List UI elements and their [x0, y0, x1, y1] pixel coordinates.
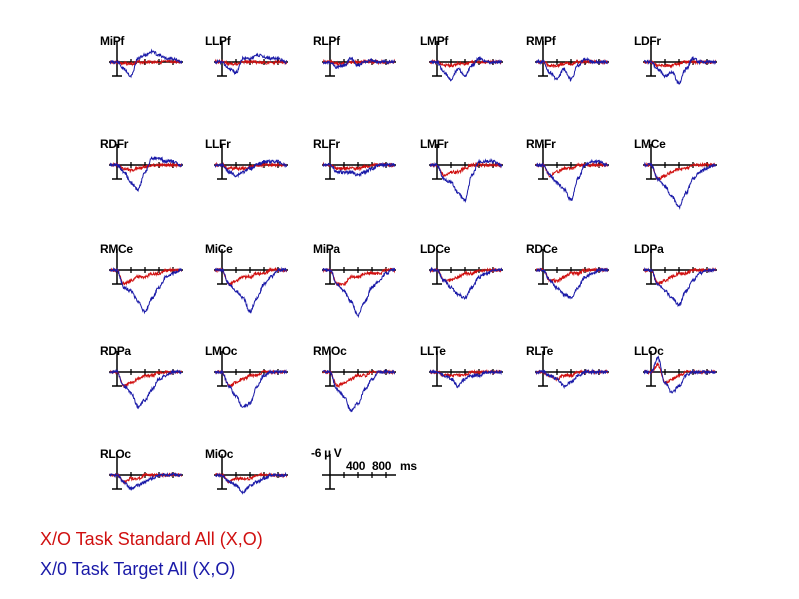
panel-label: RMPf — [526, 34, 557, 48]
panel-lloc: LLOc — [634, 344, 717, 394]
panel-label: LDPa — [634, 242, 664, 256]
target-waveform — [322, 267, 396, 319]
target-waveform — [214, 52, 288, 76]
panel-lmfr: LMFr — [420, 137, 503, 204]
panel-llfr: LLFr — [205, 137, 288, 180]
target-waveform — [109, 266, 183, 315]
panel-label: RLTe — [526, 344, 554, 358]
panel-label: LMPf — [420, 34, 449, 48]
target-waveform — [643, 355, 717, 394]
target-waveform — [429, 55, 503, 82]
panel-label: LLPf — [205, 34, 232, 48]
panel-mipf: MiPf — [100, 34, 183, 79]
scale-tick-800: 800 — [372, 459, 392, 473]
standard-waveform — [429, 161, 503, 178]
target-waveform — [214, 368, 288, 408]
legend-target: X/0 Task Target All (X,O) — [40, 559, 236, 579]
panel-label: MiPa — [313, 242, 340, 256]
target-waveform — [643, 55, 717, 85]
legend-standard: X/O Task Standard All (X,O) — [40, 529, 263, 549]
panel-label: LMFr — [420, 137, 449, 151]
target-waveform — [214, 266, 287, 314]
panel-label: LDFr — [634, 34, 661, 48]
target-waveform — [322, 161, 396, 177]
panel-lmpf: LMPf — [420, 34, 503, 82]
panel-rmce: RMCe — [100, 242, 183, 315]
target-waveform — [214, 471, 288, 495]
panel-label: RLOc — [100, 447, 131, 461]
panel-ldce: LDCe — [420, 242, 503, 300]
scale-unit-ms: ms — [400, 459, 417, 473]
panel-label: LMCe — [634, 137, 666, 151]
panel-label: RLPf — [313, 34, 341, 48]
standard-waveform — [322, 161, 396, 172]
target-waveform — [535, 158, 609, 202]
scale-bar: -6 µ V 400 800 ms — [311, 446, 418, 490]
panel-label: RDCe — [526, 242, 558, 256]
panel-ldpa: LDPa — [634, 242, 717, 308]
panel-rmfr: RMFr — [526, 137, 609, 202]
target-waveform — [109, 368, 183, 410]
panel-label: MiPf — [100, 34, 125, 48]
panel-label: LLFr — [205, 137, 231, 151]
scale-tick-400: 400 — [346, 459, 366, 473]
panel-llpf: LLPf — [205, 34, 288, 77]
panel-label: LDCe — [420, 242, 451, 256]
panel-label: MiOc — [205, 447, 234, 461]
panel-label: LLOc — [634, 344, 664, 358]
target-waveform — [109, 472, 182, 491]
panel-rdce: RDCe — [526, 242, 609, 300]
panel-label: RDPa — [100, 344, 131, 358]
scale-y-label: -6 µ V — [311, 446, 342, 460]
target-waveform — [535, 267, 609, 300]
panel-rmoc: RMOc — [313, 344, 396, 413]
panel-rmpf: RMPf — [526, 34, 609, 83]
panel-rloc: RLOc — [100, 447, 183, 491]
target-waveform — [214, 159, 287, 179]
target-waveform — [429, 158, 503, 204]
panel-llte: LLTe — [420, 344, 503, 389]
standard-waveform — [109, 161, 183, 174]
panel-label: RDFr — [100, 137, 129, 151]
panel-label: MiCe — [205, 242, 233, 256]
panel-ldfr: LDFr — [634, 34, 717, 85]
panel-rdpa: RDPa — [100, 344, 183, 410]
panel-label: LLTe — [420, 344, 446, 358]
panel-mipa: MiPa — [313, 242, 396, 319]
panel-label: RLFr — [313, 137, 340, 151]
target-waveform — [643, 266, 717, 308]
panel-rlfr: RLFr — [313, 137, 396, 180]
standard-waveform — [214, 58, 288, 67]
panel-mice: MiCe — [205, 242, 288, 314]
panel-label: RMFr — [526, 137, 556, 151]
target-waveform — [109, 156, 183, 193]
target-waveform — [535, 56, 609, 83]
standard-waveform — [643, 266, 717, 286]
panel-lmoc: LMOc — [205, 344, 288, 408]
target-waveform — [322, 369, 396, 413]
panel-rlpf: RLPf — [313, 34, 396, 77]
target-waveform — [643, 161, 717, 210]
target-waveform — [535, 368, 609, 390]
target-waveform — [109, 48, 183, 79]
target-waveform — [429, 266, 503, 300]
panel-mioc: MiOc — [205, 447, 288, 495]
standard-waveform — [109, 58, 183, 67]
panel-lmce: LMCe — [634, 137, 717, 210]
panel-rdfr: RDFr — [100, 137, 183, 193]
standard-waveform — [214, 161, 288, 172]
target-waveform — [429, 369, 503, 389]
standard-waveform — [643, 362, 717, 385]
panel-rlte: RLTe — [526, 344, 609, 390]
target-waveform — [322, 56, 396, 70]
